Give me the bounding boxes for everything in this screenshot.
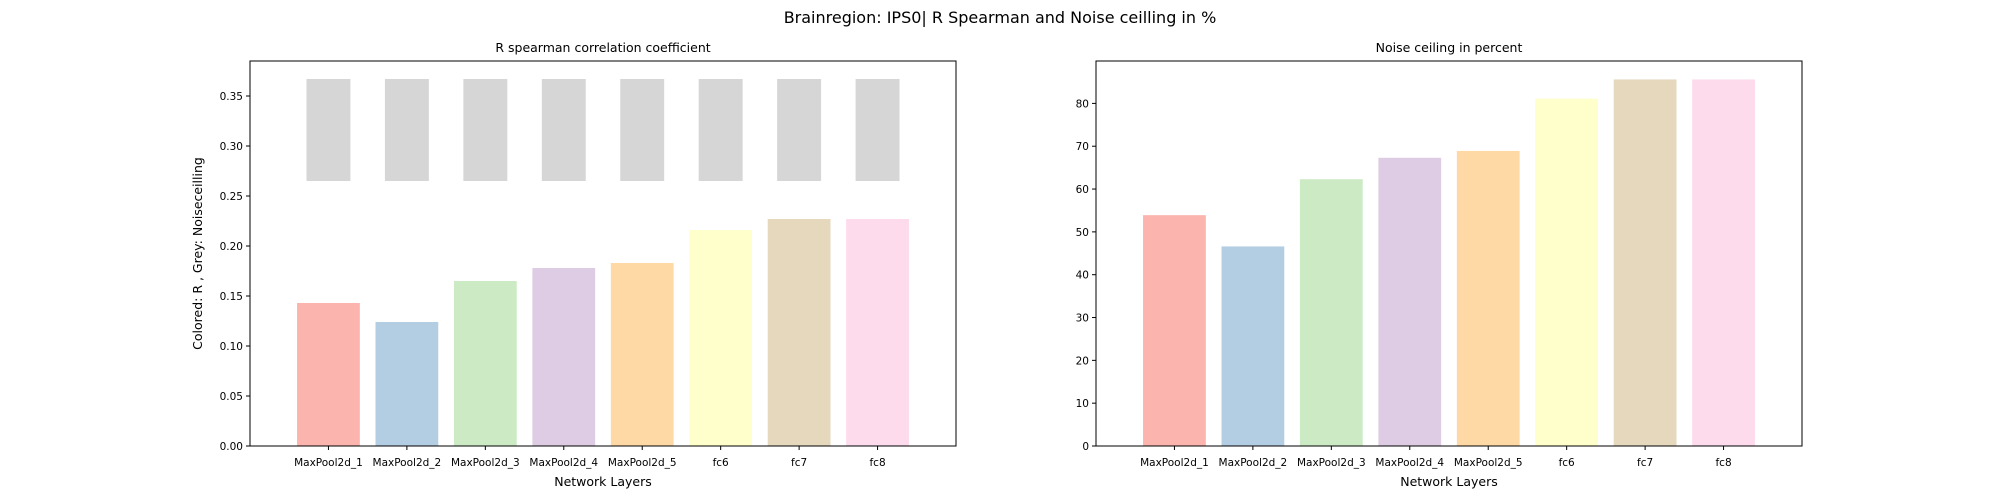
noise-ceiling-range-bar xyxy=(463,79,508,181)
subplot-title: Noise ceiling in percent xyxy=(1376,40,1523,55)
x-axis-label: Network Layers xyxy=(554,474,652,489)
x-tick-label: MaxPool2d_3 xyxy=(1297,457,1366,469)
x-tick-label: fc6 xyxy=(1559,457,1575,469)
noise-ceiling-chart: 0 10 20 30 40 50 60 70 80 MaxPool2d_1 MaxPool2d_2 M… xyxy=(1076,40,1803,489)
noise-ceiling-range-bar xyxy=(777,79,822,181)
y-tick-label: 0.05 xyxy=(220,391,243,403)
x-tick-label: fc6 xyxy=(713,457,729,469)
y-tick-label: 10 xyxy=(1076,398,1089,410)
y-tick-label: 0.25 xyxy=(220,191,243,203)
noise-ceiling-range-bar xyxy=(306,79,351,181)
bar-maxpool2d-2 xyxy=(1221,246,1285,446)
x-tick-label: MaxPool2d_3 xyxy=(451,457,520,469)
y-tick-label: 0.15 xyxy=(220,291,243,303)
bar-fc6 xyxy=(689,230,753,446)
x-tick-label: MaxPool2d_2 xyxy=(1219,457,1288,469)
y-tick-label: 0.10 xyxy=(220,341,243,353)
axes-frame xyxy=(249,60,957,447)
bar-maxpool2d-2 xyxy=(375,322,439,446)
y-tick-label: 70 xyxy=(1076,141,1089,153)
y-tick-label: 0.35 xyxy=(220,91,243,103)
noise-ceiling-range-bar xyxy=(855,79,900,181)
y-tick-label: 0 xyxy=(1082,441,1089,453)
bar-fc8 xyxy=(846,219,909,446)
bar-maxpool2d-5 xyxy=(610,263,674,446)
bar-fc7 xyxy=(767,219,831,446)
y-tick-label: 0.20 xyxy=(220,241,243,253)
x-tick-label: fc8 xyxy=(1715,457,1731,469)
bar-fc7 xyxy=(1613,79,1677,446)
spearman-chart: 0.00 0.05 0.10 0.15 0.20 0.25 0.30 0.35 MaxPool2… xyxy=(190,40,957,489)
x-tick-label: MaxPool2d_5 xyxy=(608,457,677,469)
noise-ceiling-range-bar xyxy=(541,79,586,181)
y-tick-label: 40 xyxy=(1076,270,1089,282)
y-tick-label: 0.30 xyxy=(220,141,243,153)
noise-ceiling-range-bar xyxy=(384,79,429,181)
x-tick-label: MaxPool2d_5 xyxy=(1454,457,1523,469)
bar-maxpool2d-1 xyxy=(1143,215,1206,446)
x-tick-label: MaxPool2d_4 xyxy=(1375,457,1444,469)
bar-maxpool2d-5 xyxy=(1456,150,1520,446)
figure-suptitle: Brainregion: IPS0| R Spearman and Noise … xyxy=(784,8,1217,27)
y-tick-label: 50 xyxy=(1076,227,1089,239)
x-tick-label: fc7 xyxy=(1637,457,1653,469)
x-tick-label: MaxPool2d_1 xyxy=(1140,457,1209,469)
subplot-title: R spearman correlation coefficient xyxy=(495,40,710,55)
bar-fc6 xyxy=(1535,98,1599,447)
y-tick-label: 60 xyxy=(1076,184,1089,196)
axes-frame xyxy=(1095,60,1803,447)
y-axis-label: Colored: R , Grey: Noiseceilling xyxy=(190,157,205,350)
x-tick-label: fc7 xyxy=(791,457,807,469)
x-tick-label: fc8 xyxy=(869,457,885,469)
bar-maxpool2d-3 xyxy=(453,281,517,446)
y-tick-label: 30 xyxy=(1076,313,1089,325)
noise-ceiling-range-bar xyxy=(698,79,743,181)
x-axis-label: Network Layers xyxy=(1400,474,1498,489)
bar-maxpool2d-4 xyxy=(532,268,596,446)
bar-maxpool2d-1 xyxy=(297,303,360,446)
x-tick-label: MaxPool2d_4 xyxy=(529,457,598,469)
x-tick-label: MaxPool2d_2 xyxy=(373,457,442,469)
bar-maxpool2d-4 xyxy=(1378,157,1442,446)
bar-maxpool2d-3 xyxy=(1299,179,1363,446)
x-tick-label: MaxPool2d_1 xyxy=(294,457,363,469)
y-tick-label: 80 xyxy=(1076,98,1089,110)
noise-ceiling-range-bar xyxy=(620,79,665,181)
bar-fc8 xyxy=(1692,79,1755,446)
y-tick-label: 20 xyxy=(1076,355,1089,367)
y-tick-label: 0.00 xyxy=(220,441,243,453)
